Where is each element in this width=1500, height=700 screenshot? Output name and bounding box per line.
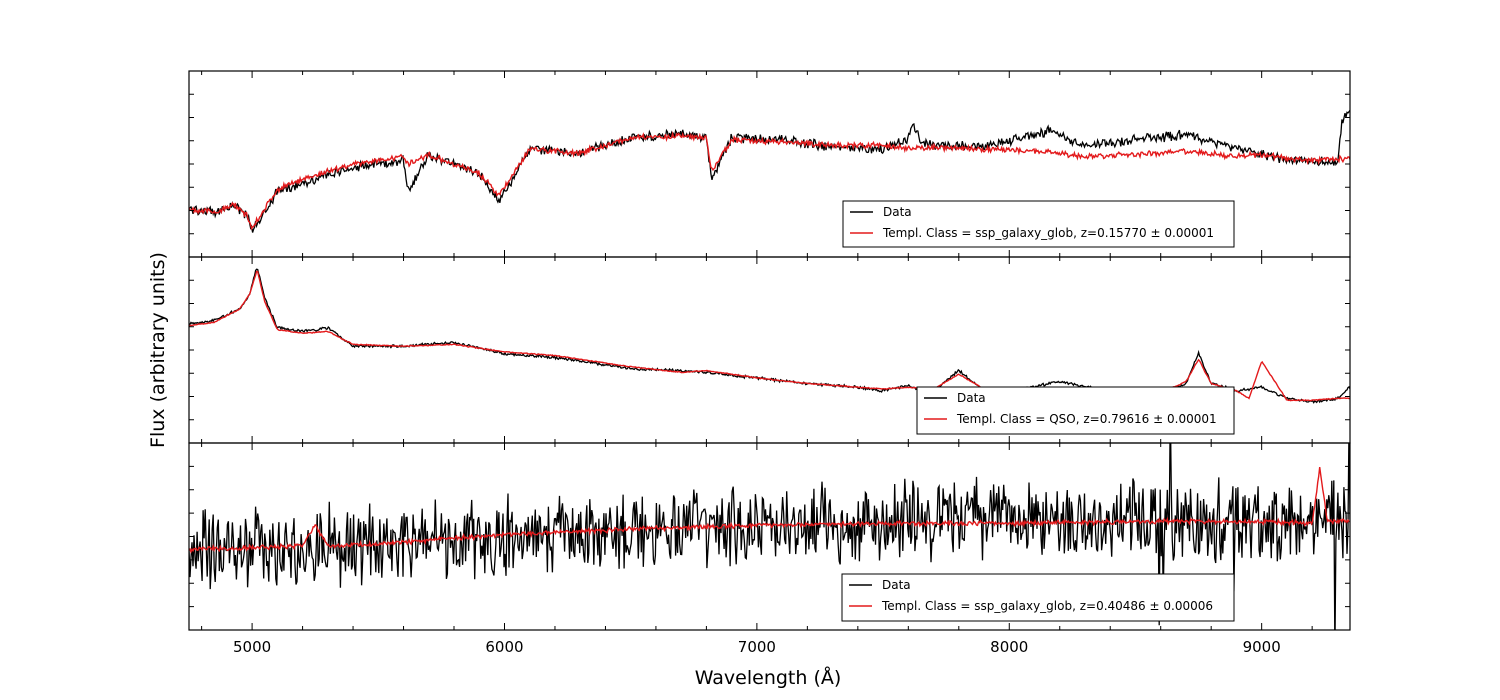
legend-label: Data (883, 205, 912, 219)
panel-3: 5000 6000 7000 8000 9000 Data Templ. Class = s… (188, 442, 1351, 656)
x-tick-label: 8000 (990, 638, 1028, 656)
series-data-line (189, 109, 1350, 233)
series-template-line (189, 467, 1350, 554)
legend: Data Templ. Class = QSO, z=0.79616 ± 0.00… (916, 386, 1235, 435)
x-tick-label: 5000 (233, 638, 271, 656)
series-data-line (189, 443, 1350, 630)
legend-label: Templ. Class = ssp_galaxy_glob, z=0.1577… (882, 226, 1214, 240)
y-axis-label: Flux (arbitrary units) (147, 252, 169, 448)
legend: Data Templ. Class = ssp_galaxy_glob, z=0.… (842, 200, 1235, 248)
x-axis-label: Wavelength (Å) (695, 666, 842, 689)
series-template-line (189, 270, 1350, 402)
panel-1: Data Templ. Class = ssp_galaxy_glob, z=0.… (188, 70, 1351, 258)
legend-label: Templ. Class = ssp_galaxy_glob, z=0.4048… (881, 599, 1213, 613)
panel-2: Data Templ. Class = QSO, z=0.79616 ± 0.00… (188, 256, 1351, 444)
x-tick-label: 9000 (1243, 638, 1281, 656)
panels: Data Templ. Class = ssp_galaxy_glob, z=0.… (188, 70, 1351, 656)
legend-label: Data (957, 391, 986, 405)
legend: Data Templ. Class = ssp_galaxy_glob, z=0.… (841, 573, 1235, 622)
series-template-line (189, 130, 1350, 231)
series-data-line (189, 268, 1350, 404)
x-tick-label: 7000 (738, 638, 776, 656)
x-tick-label: 6000 (485, 638, 523, 656)
legend-label: Templ. Class = QSO, z=0.79616 ± 0.00001 (956, 412, 1217, 426)
legend-label: Data (882, 578, 911, 592)
